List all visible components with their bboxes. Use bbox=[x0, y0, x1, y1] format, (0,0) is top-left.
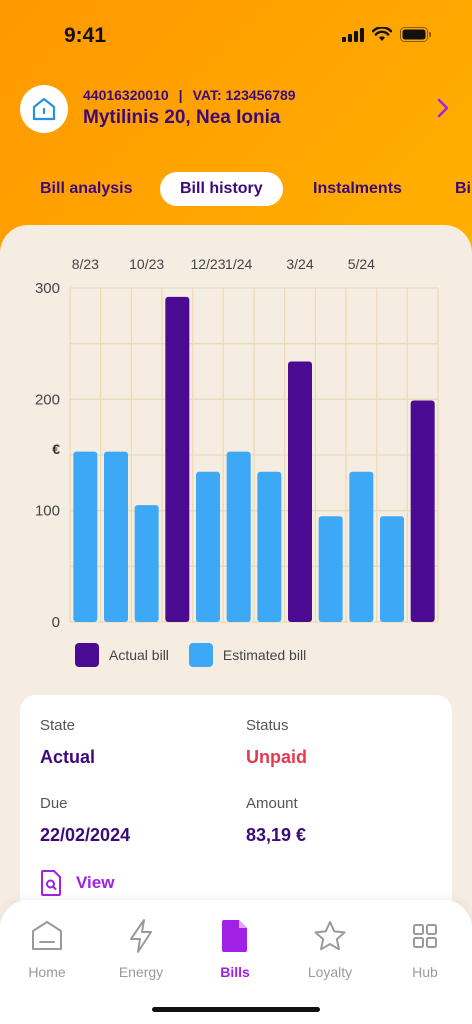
tabbar-item-hub[interactable]: Hub bbox=[378, 918, 472, 980]
status-label: Status bbox=[246, 717, 289, 734]
amount-label: Amount bbox=[246, 795, 298, 812]
tab-overflow[interactable]: Bi bbox=[455, 180, 471, 197]
wifi-icon bbox=[372, 27, 392, 41]
battery-icon bbox=[400, 27, 431, 42]
x-tick-label: 1/24 bbox=[225, 256, 252, 272]
tabbar-item-bills[interactable]: Bills bbox=[188, 918, 282, 980]
home-indicator bbox=[152, 1007, 320, 1012]
star-icon bbox=[314, 921, 346, 951]
tab-bill-analysis[interactable]: Bill analysis bbox=[40, 180, 133, 197]
status-value: Unpaid bbox=[246, 747, 307, 767]
account-meta: 44016320010 | VAT: 123456789 bbox=[83, 87, 296, 103]
estimated-bill-bar bbox=[134, 505, 159, 622]
legend-swatch-estimated bbox=[188, 643, 213, 667]
x-tick-label: 12/23 bbox=[190, 256, 225, 272]
x-tick-label: 10/23 bbox=[129, 256, 164, 272]
status-icons bbox=[342, 27, 432, 42]
bill-history-chart: 0 100 200 300 €8/23 10/23 12/23 1/24 3/24 5/24 bbox=[35, 256, 439, 631]
tabbar-label-bills: Bills bbox=[220, 964, 250, 980]
bottom-tab-bar: Home Energy Bills Loyalty bbox=[0, 900, 472, 1024]
account-vat: VAT: 123456789 bbox=[192, 87, 296, 103]
y-tick-label: 200 bbox=[35, 391, 60, 408]
tabbar-label-home: Home bbox=[28, 964, 66, 980]
x-tick-label: 8/23 bbox=[72, 256, 99, 272]
tab-instalments[interactable]: Instalments bbox=[313, 180, 402, 197]
chart-legend: Actual bill Estimated bill bbox=[75, 643, 326, 667]
tabbar-label-hub: Hub bbox=[412, 964, 438, 980]
due-label: Due bbox=[40, 795, 68, 812]
tabbar-item-energy[interactable]: Energy bbox=[94, 918, 188, 980]
legend-item-actual: Actual bill bbox=[75, 643, 169, 667]
bill-detail-card: State Actual Status Unpaid Due 22/02/202… bbox=[20, 695, 452, 935]
y-tick-label: 100 bbox=[35, 503, 60, 520]
account-address: Mytilinis 20, Nea Ionia bbox=[83, 107, 281, 128]
tabbar-label-loyalty: Loyalty bbox=[307, 964, 353, 980]
y-tick-label: 300 bbox=[35, 280, 60, 297]
estimated-bill-bar bbox=[349, 471, 374, 622]
actual-bill-bar bbox=[288, 361, 312, 622]
tab-bill-history[interactable]: Bill history bbox=[160, 172, 283, 206]
grid-icon bbox=[413, 924, 437, 948]
bill-tabs: Bill analysis Bill history Instalments B… bbox=[0, 172, 472, 208]
estimated-bill-bar bbox=[73, 451, 98, 622]
legend-label-actual: Actual bill bbox=[109, 647, 169, 663]
home-icon bbox=[32, 921, 62, 950]
avatar bbox=[20, 85, 68, 133]
house-icon bbox=[32, 97, 56, 121]
amount-value: 83,19 € bbox=[246, 825, 307, 845]
estimated-bill-bar bbox=[196, 471, 220, 622]
account-number: 44016320010 bbox=[83, 87, 169, 103]
state-label: State bbox=[40, 717, 76, 734]
y-axis-label: € bbox=[52, 441, 60, 457]
document-icon bbox=[222, 920, 247, 952]
state-value: Actual bbox=[40, 747, 96, 767]
view-bill-button[interactable]: View bbox=[40, 870, 114, 896]
chevron-right-icon[interactable] bbox=[436, 97, 450, 119]
status-time: 9:41 bbox=[64, 24, 107, 47]
legend-item-estimated: Estimated bill bbox=[188, 643, 307, 667]
cellular-signal-icon bbox=[342, 27, 364, 42]
estimated-bill-bar bbox=[380, 516, 404, 622]
document-search-icon bbox=[41, 870, 61, 896]
account-selector[interactable]: 44016320010 | VAT: 123456789 Mytilinis 20,… bbox=[20, 85, 460, 135]
tabbar-label-energy: Energy bbox=[118, 964, 164, 980]
legend-swatch-actual bbox=[75, 643, 99, 667]
actual-bill-bar bbox=[165, 296, 190, 622]
estimated-bill-bar bbox=[226, 451, 251, 622]
x-tick-label: 5/24 bbox=[348, 256, 375, 272]
estimated-bill-bar bbox=[318, 516, 343, 622]
meta-separator: | bbox=[178, 87, 183, 103]
estimated-bill-bar bbox=[104, 451, 128, 622]
legend-label-estimated: Estimated bill bbox=[222, 647, 307, 663]
status-bar: 9:41 bbox=[0, 0, 472, 70]
tabbar-item-loyalty[interactable]: Loyalty bbox=[283, 918, 377, 980]
tabbar-item-home[interactable]: Home bbox=[0, 918, 94, 980]
bolt-icon bbox=[130, 919, 152, 953]
y-tick-label: 0 bbox=[52, 614, 60, 631]
bill-history-panel: 0 100 200 300 €8/23 10/23 12/23 1/24 3/24 5/24 Ac… bbox=[0, 225, 472, 1024]
actual-bill-bar bbox=[410, 400, 435, 622]
due-value: 22/02/2024 bbox=[40, 825, 131, 845]
estimated-bill-bar bbox=[257, 471, 282, 622]
x-tick-label: 3/24 bbox=[286, 256, 313, 272]
view-label: View bbox=[76, 873, 115, 892]
